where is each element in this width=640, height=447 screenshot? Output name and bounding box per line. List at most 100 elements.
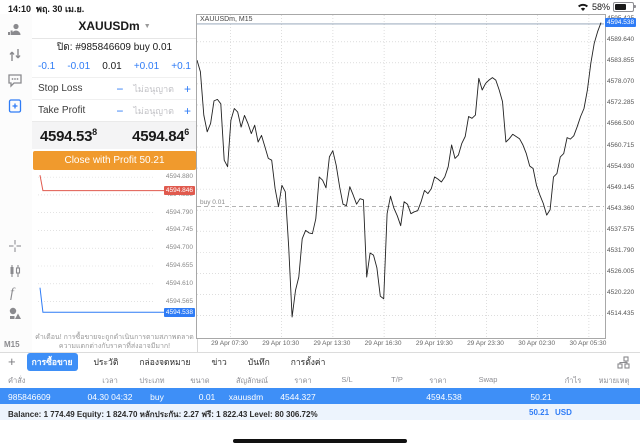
- close-position-button[interactable]: Close with Profit 50.21: [33, 151, 196, 170]
- x-tick: 29 Apr 13:30: [313, 340, 351, 347]
- cell-symbol: xauusdm: [228, 392, 264, 402]
- volume-minus-small-button[interactable]: -0.01: [67, 61, 91, 72]
- stop-loss-value[interactable]: ไม่อนุญาต: [133, 83, 174, 94]
- ask-price-badge: 4594.846: [163, 186, 195, 196]
- take-profit-plus-button[interactable]: +: [183, 103, 191, 118]
- symbol-name: XAUUSDm: [78, 19, 140, 33]
- y-tick: 4531.790: [607, 246, 635, 254]
- chat-icon[interactable]: [7, 72, 25, 90]
- mini-y-tick: 4594.655: [165, 262, 193, 269]
- y-tick: 4583.855: [607, 57, 635, 65]
- objects-icon[interactable]: [7, 305, 25, 323]
- candles-icon[interactable]: [7, 263, 25, 281]
- mini-y-tick: 4594.610: [165, 279, 193, 287]
- take-profit-row: Take Profit − ไม่อนุญาต +: [32, 99, 197, 121]
- profit-currency: USD: [555, 408, 572, 417]
- cell-time: 04.30 04:32: [87, 392, 133, 402]
- bid-ask-panel: 4594.538 4594.846: [32, 121, 197, 149]
- stop-loss-minus-button[interactable]: −: [116, 81, 124, 96]
- col-sl: S/L: [341, 375, 353, 384]
- col-tp: T/P: [391, 375, 403, 384]
- trader-icon[interactable]: [7, 22, 25, 40]
- clock: 14:10 พฤ. 30 เม.ย.: [8, 4, 85, 14]
- x-tick: 30 Apr 02:30: [518, 340, 556, 347]
- left-toolbar: f M15: [0, 14, 33, 352]
- chevron-down-icon: ▼: [143, 22, 151, 30]
- sort-icon[interactable]: [617, 356, 630, 369]
- account-summary: Balance: 1 774.49 Equity: 1 824.70 หลักป…: [0, 404, 640, 420]
- y-tick: 4520.220: [607, 288, 635, 296]
- time-axis: 29 Apr 07:30 29 Apr 10:30 29 Apr 13:30 29 A…: [196, 340, 640, 350]
- take-profit-value[interactable]: ไม่อนุญาต: [133, 105, 174, 116]
- cell-order: 985846609: [8, 392, 51, 402]
- tab-trade[interactable]: การซื้อขาย: [26, 352, 78, 371]
- indicator-f-icon[interactable]: f: [10, 286, 14, 301]
- trade-arrows-icon[interactable]: [7, 47, 25, 65]
- volume-value[interactable]: 0.01: [102, 61, 122, 72]
- col-price: ราคา: [429, 376, 447, 385]
- tab-mailbox[interactable]: กล่องจดหมาย: [139, 356, 191, 367]
- take-profit-minus-button[interactable]: −: [116, 103, 124, 118]
- y-tick: 4514.435: [607, 309, 635, 317]
- buy-line-label: buy 0.01: [200, 199, 225, 206]
- tab-news[interactable]: ข่าว: [211, 356, 227, 367]
- x-tick: 29 Apr 23:30: [467, 340, 504, 347]
- new-order-icon[interactable]: [7, 98, 25, 116]
- mini-y-tick: 4594.880: [165, 173, 193, 181]
- cell-open-price: 4544.327: [280, 392, 316, 402]
- y-tick: 4578.070: [607, 78, 635, 86]
- x-tick: 30 Apr 05:30: [569, 340, 607, 347]
- cell-profit: 50.21: [530, 392, 552, 402]
- tab-journal[interactable]: บันทึก: [247, 356, 270, 367]
- mini-y-tick: 4594.745: [165, 226, 193, 234]
- position-header: ปิด: #985846609 buy 0.01: [56, 42, 173, 53]
- col-comment: หมายเหตุ: [598, 376, 630, 385]
- wifi-icon: [577, 3, 588, 11]
- col-symbol: สัญลักษณ์: [235, 376, 269, 385]
- position-row[interactable]: 985846609 04.30 04:32 buy 0.01 xauusdm 4…: [0, 388, 640, 404]
- execution-warning: คำเตือน! การซื้อขายจะถูกดำเนินการตามสภาพ…: [35, 334, 194, 350]
- chart-plot-area[interactable]: XAUUSDm, M15 buy 0.01: [196, 14, 606, 339]
- timeframe-label[interactable]: M15: [4, 340, 20, 349]
- tab-history[interactable]: ประวัติ: [93, 356, 119, 367]
- crosshair-icon[interactable]: [7, 238, 25, 256]
- x-tick: 29 Apr 16:30: [364, 340, 402, 347]
- x-tick: 29 Apr 19:30: [415, 340, 453, 347]
- total-profit: 50.21: [529, 408, 550, 417]
- tab-settings[interactable]: การตั้งค่า: [290, 356, 326, 367]
- price-axis: 4595.4254589.6404583.8554578.0704572.285…: [605, 14, 640, 338]
- symbol-selector[interactable]: XAUUSDm ▼: [32, 14, 197, 39]
- cell-price: 4594.538: [426, 392, 462, 402]
- tick-chart: 4594.8804594.8354594.7904594.7454594.700…: [32, 172, 197, 332]
- home-indicator[interactable]: [233, 439, 407, 443]
- balance-line: Balance: 1 774.49 Equity: 1 824.70 หลักป…: [8, 410, 318, 419]
- volume-plus-big-button[interactable]: +0.1: [171, 61, 191, 72]
- positions-table-header: คำสั่ง เวลา ประเภท ขนาด สัญลักษณ์ ราคา S…: [0, 370, 640, 388]
- price-line: [197, 22, 602, 318]
- stop-loss-label: Stop Loss: [38, 83, 83, 94]
- col-profit: กำไร: [564, 376, 582, 385]
- volume-plus-small-button[interactable]: +0.01: [133, 61, 160, 72]
- y-tick: 4549.145: [607, 183, 635, 191]
- battery-icon: [613, 2, 636, 12]
- col-type: ประเภท: [139, 376, 165, 385]
- bottom-tab-bar: + การซื้อขาย ประวัติ กล่องจดหมาย ข่าว บั…: [0, 352, 640, 371]
- trade-panel: XAUUSDm ▼ ปิด: #985846609 buy 0.01 -0.1 …: [32, 14, 198, 352]
- stop-loss-row: Stop Loss − ไม่อนุญาต +: [32, 77, 197, 99]
- y-tick: 4526.005: [607, 267, 635, 275]
- bid-price[interactable]: 4594.538: [40, 126, 97, 145]
- volume-minus-big-button[interactable]: -0.1: [38, 61, 56, 72]
- main-chart: XAUUSDm, M15 buy 0.01 4595.4254589.64045…: [196, 14, 640, 352]
- bid-line: [39, 287, 192, 313]
- stop-loss-plus-button[interactable]: +: [183, 81, 191, 96]
- y-tick: 4554.930: [607, 162, 635, 170]
- col-order: คำสั่ง: [8, 376, 26, 385]
- col-open-price: ราคา: [294, 376, 312, 385]
- bottom-area: [0, 420, 640, 447]
- y-tick: 4589.640: [607, 36, 635, 44]
- col-volume: ขนาด: [190, 376, 210, 385]
- add-tab-button[interactable]: +: [8, 354, 16, 369]
- x-tick: 29 Apr 07:30: [211, 340, 248, 347]
- ask-price[interactable]: 4594.846: [132, 126, 189, 145]
